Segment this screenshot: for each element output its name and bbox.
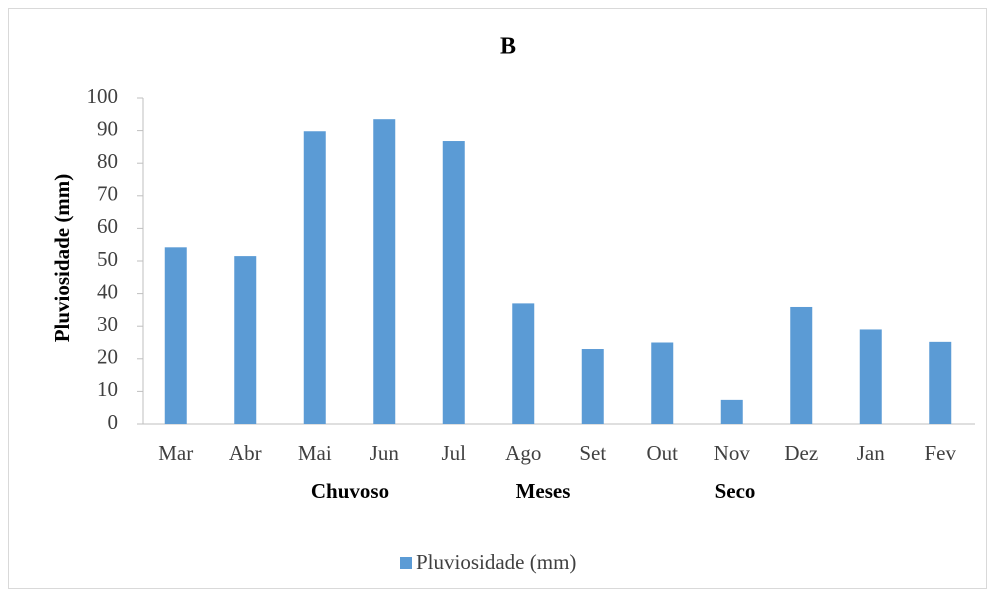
legend-swatch	[400, 557, 412, 569]
annotation: Meses	[516, 479, 571, 503]
bar	[442, 141, 465, 425]
x-tick-label: Fev	[925, 441, 957, 465]
bar	[234, 256, 257, 424]
y-tick-label: 10	[97, 377, 118, 401]
y-tick-label: 0	[108, 410, 119, 434]
x-tick-label: Nov	[714, 441, 751, 465]
x-tick-label: Set	[579, 441, 606, 465]
bar	[373, 119, 396, 424]
legend-label: Pluviosidade (mm)	[416, 550, 576, 574]
x-tick-label: Mar	[158, 441, 193, 465]
bar	[164, 247, 187, 424]
x-tick-label: Out	[647, 441, 679, 465]
bar	[651, 342, 674, 424]
y-tick-label: 80	[97, 149, 118, 173]
bar	[512, 303, 535, 424]
annotation: Chuvoso	[311, 479, 389, 503]
y-tick-label: 50	[97, 247, 118, 271]
bar	[581, 349, 604, 424]
bar	[720, 399, 743, 424]
chart-frame	[8, 8, 987, 589]
x-tick-label: Jul	[441, 441, 466, 465]
y-tick-label: 20	[97, 345, 118, 369]
x-tick-label: Jan	[857, 441, 885, 465]
x-tick-label: Jun	[370, 441, 400, 465]
y-tick-label: 100	[87, 84, 119, 108]
annotation: Seco	[715, 479, 756, 503]
x-tick-label: Ago	[505, 441, 541, 465]
chart-title: B	[500, 34, 516, 60]
y-tick-label: 70	[97, 182, 118, 206]
bar	[859, 329, 882, 424]
bar	[303, 131, 326, 424]
x-tick-label: Mai	[298, 441, 332, 465]
bar	[929, 341, 952, 424]
y-tick-label: 60	[97, 214, 118, 238]
y-tick-label: 40	[97, 279, 118, 303]
x-tick-label: Abr	[229, 441, 262, 465]
y-tick-label: 30	[97, 312, 118, 336]
bar	[790, 306, 813, 424]
y-axis-label: Pluviosidade (mm)	[50, 174, 74, 343]
y-tick-label: 90	[97, 116, 118, 140]
x-tick-label: Dez	[784, 441, 818, 465]
